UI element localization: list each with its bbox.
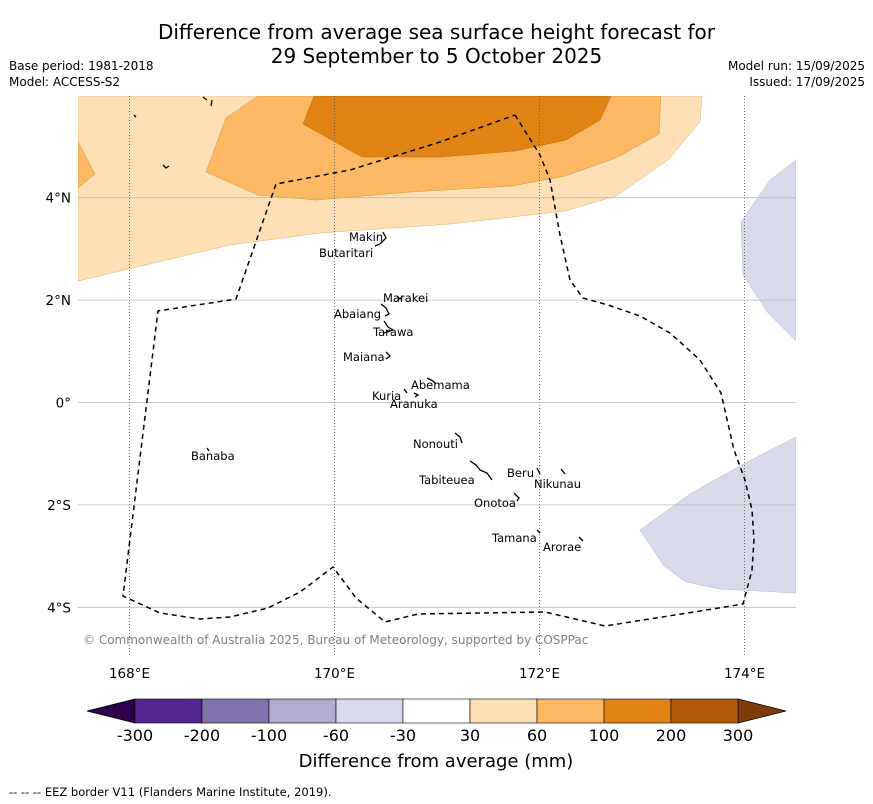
abemama-outline (426, 377, 437, 385)
island-label: Abemama (411, 378, 470, 392)
island-label: Tabiteuea (418, 473, 475, 487)
model-text: Model: ACCESS-S2 (9, 75, 121, 89)
colorbar-tick-label: -200 (184, 726, 220, 745)
island-label: Arorae (543, 540, 581, 554)
island-label: Nikunau (534, 477, 581, 491)
title-line-2: 29 September to 5 October 2025 (270, 44, 603, 68)
aranuka-outline (413, 392, 420, 398)
colorbar: -300 -200 -100 -60 -30 30 60 100 200 300 (86, 698, 787, 745)
colorbar-segment (603, 698, 672, 724)
arorae-outline (578, 536, 584, 542)
colorbar-tick-label: 30 (460, 726, 480, 745)
colorbar-tick-label: -30 (390, 726, 416, 745)
island-label: Kuria (372, 389, 401, 403)
colorbar-segment (670, 698, 739, 724)
lon-tick-label: 168°E (109, 666, 150, 682)
lat-tick-label: 2°N (46, 293, 71, 309)
makin-outline (374, 231, 387, 247)
islands-layer (133, 96, 584, 542)
colorbar-segment (335, 698, 404, 724)
model-run-text: Model run: 15/09/2025 (727, 59, 865, 73)
base-period-text: Base period: 1981-2018 (9, 59, 154, 73)
colorbar-segment (201, 698, 270, 724)
colorbar-tick-label: 200 (656, 726, 687, 745)
island-label: Tarawa (372, 325, 413, 339)
lon-tick-label: 170°E (314, 666, 355, 682)
colorbar-segment (469, 698, 538, 724)
tamana-outline (536, 529, 541, 534)
colorbar-segment (402, 698, 471, 724)
meta-left: Base period: 1981-2018 Model: ACCESS-S2 (9, 58, 154, 90)
nikunau-outline (560, 468, 566, 475)
colorbar-tick-label: -300 (117, 726, 153, 745)
island-label: Onotoa (474, 496, 516, 510)
abaiang-outline (380, 303, 390, 317)
contour-left-edge-region (78, 141, 96, 189)
colorbar-tick-label: -100 (251, 726, 287, 745)
eez-legend-footer: -- -- -- EEZ border V11 (Flanders Marine… (9, 785, 332, 799)
map-grid (78, 96, 796, 656)
colorbar-segment (134, 698, 203, 724)
axis-labels: 168°E170°E172°E174°E176°E178°E180°4°N2°N… (46, 191, 765, 682)
lat-tick-label: 2°S (47, 498, 71, 514)
nonouti-outline (454, 432, 463, 444)
lat-tick-label: 4°S (47, 600, 71, 616)
island-label: Makin (349, 230, 383, 244)
beru-outline (536, 467, 541, 475)
lat-tick-label: 0° (56, 396, 71, 412)
onotoa-outline (513, 492, 520, 502)
eez-border (122, 114, 755, 627)
colorbar-over-arrow (737, 698, 787, 724)
lat-tick-label: 4°N (46, 191, 71, 207)
island-label: Tamana (491, 531, 537, 545)
issued-text: Issued: 17/09/2025 (749, 75, 865, 89)
copyright-text: © Commonwealth of Australia 2025, Bureau… (83, 633, 588, 647)
island-label: Butaritari (319, 246, 373, 260)
island-label: Aranuka (390, 397, 438, 411)
colorbar-tick-label: -60 (323, 726, 349, 745)
island-label: Abaiang (334, 307, 381, 321)
contour-100-200-region (302, 96, 612, 158)
chart-title: Difference from average sea surface heig… (0, 20, 873, 68)
maiana-outline (385, 351, 391, 360)
contour-neg-east-south (639, 436, 796, 594)
tabiteuea-outline (469, 460, 493, 481)
title-line-1: Difference from average sea surface heig… (157, 20, 716, 44)
colorbar-under-arrow (86, 698, 136, 724)
contour-neg-east-north (740, 159, 796, 342)
lon-tick-label: 174°E (724, 666, 765, 682)
colorbar-tick-label: 300 (723, 726, 754, 745)
island-label: Banaba (191, 449, 235, 463)
colorbar-title: Difference from average (mm) (299, 751, 574, 772)
colorbar-segment (268, 698, 337, 724)
lon-tick-label: 172°E (519, 666, 560, 682)
island-label: Maiana (343, 350, 385, 364)
map-area (78, 96, 796, 594)
kuria-outline (403, 388, 408, 394)
northwest-islet-1 (133, 96, 213, 169)
colorbar-tick-label: 60 (527, 726, 547, 745)
colorbar-tick-label: 100 (589, 726, 620, 745)
tarawa-outline (383, 320, 395, 334)
banaba-outline (206, 447, 210, 452)
island-label: Nonouti (413, 437, 458, 451)
marakei-outline (396, 295, 404, 300)
colorbar-segment (536, 698, 605, 724)
island-label: Beru (507, 466, 534, 480)
island-label: Marakei (383, 291, 428, 305)
meta-right: Model run: 15/09/2025 Issued: 17/09/2025 (728, 58, 865, 90)
